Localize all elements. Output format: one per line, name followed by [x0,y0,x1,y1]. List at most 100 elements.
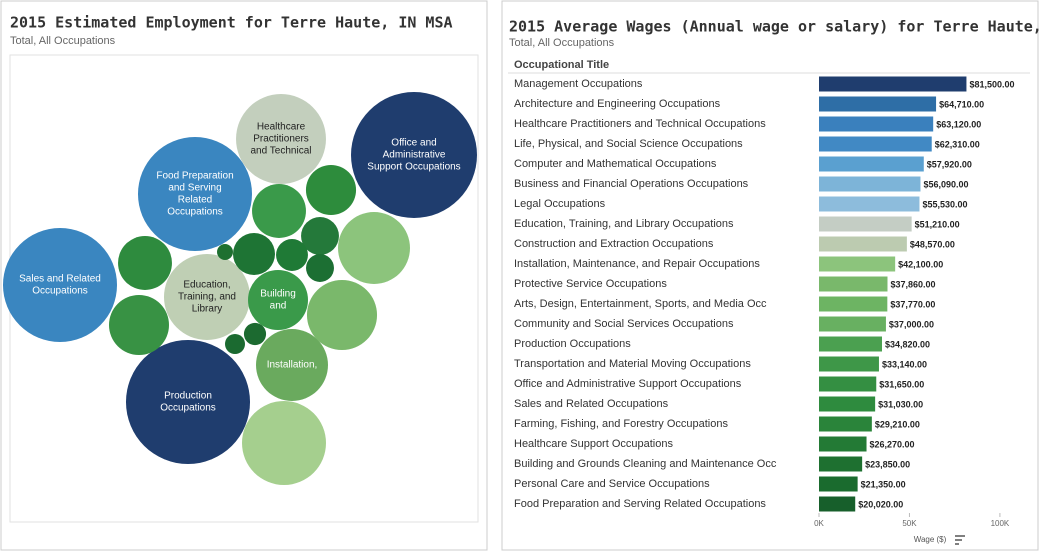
category-label: Personal Care and Service Occupations [514,478,710,490]
bar [819,256,896,272]
category-label: Legal Occupations [514,198,606,210]
value-label: $62,310.00 [935,139,980,149]
category-label: Production Occupations [514,338,631,350]
bubble [125,339,251,465]
bar [819,476,858,492]
value-label: $57,920.00 [927,159,972,169]
bubble-label: Practitioners [253,134,309,145]
category-label: Business and Financial Operations Occupa… [514,178,749,190]
bubble-label: and Serving [168,183,221,194]
value-label: $29,210.00 [875,419,920,429]
bubble-label: Sales and Related [19,274,101,285]
bubble [338,212,410,284]
bar [819,96,937,112]
value-label: $34,820.00 [885,339,930,349]
bubble-label: Healthcare [257,122,306,133]
bubble [109,295,169,355]
bubble-label: Support Occupations [367,162,460,173]
value-label: $55,530.00 [922,199,967,209]
bubble [256,329,328,401]
bubble-label: Food Preparation [156,171,233,182]
bar [819,356,879,372]
bar [819,416,872,432]
bubble-label: Occupations [32,286,88,297]
bubble [248,270,308,330]
value-label: $37,770.00 [890,299,935,309]
category-label: Farming, Fishing, and Forestry Occupatio… [514,418,728,430]
category-label: Community and Social Services Occupation… [514,318,734,330]
value-label: $42,100.00 [898,259,943,269]
value-label: $26,270.00 [870,439,915,449]
category-label: Food Preparation and Serving Related Occ… [514,498,766,510]
bubble [137,136,253,252]
bubble [236,94,326,184]
column-header: Occupational Title [514,59,609,71]
category-label: Computer and Mathematical Occupations [514,158,717,170]
value-label: $23,850.00 [865,459,910,469]
bubble-label: and Technical [251,146,312,157]
value-label: $20,020.00 [858,499,903,509]
right-panel [501,0,1039,551]
category-label: Healthcare Practitioners and Technical O… [514,118,766,130]
bar [819,336,882,352]
bubble-label: Occupations [167,207,223,218]
bar [819,376,877,392]
bubble [2,227,118,343]
bubble [301,217,339,255]
category-label: Building and Grounds Cleaning and Mainte… [514,458,777,470]
x-tick-label: 0K [814,519,824,528]
bubble [233,233,275,275]
bubble [252,184,306,238]
bubble [276,239,308,271]
bubble [243,322,267,346]
bubble-label: Library [192,304,223,315]
category-label: Protective Service Occupations [514,278,667,290]
bar [819,76,967,92]
bar [819,196,920,212]
x-tick-label: 100K [991,519,1010,528]
bar [819,436,867,452]
bar [819,156,924,172]
chart-title: 2015 Average Wages (Annual wage or salar… [509,18,1039,36]
category-label: Sales and Related Occupations [514,398,669,410]
category-label: Life, Physical, and Social Science Occup… [514,138,743,150]
bubble-label: Installation, [267,360,318,371]
bar [819,216,912,232]
bubble-label: Training, and [178,292,236,303]
bar [819,276,888,292]
bubble [306,254,334,282]
bubble-label: Education, [183,280,230,291]
category-label: Transportation and Material Moving Occup… [514,358,751,370]
bar [819,496,856,512]
bar [819,296,888,312]
chart-subtitle: Total, All Occupations [10,35,116,47]
category-label: Office and Administrative Support Occupa… [514,378,742,390]
value-label: $21,350.00 [861,479,906,489]
bar [819,396,876,412]
bubble [305,164,357,216]
value-label: $64,710.00 [939,99,984,109]
bubble [306,279,378,351]
bar [819,116,934,132]
bubble [242,401,326,485]
value-label: $81,500.00 [969,79,1014,89]
category-label: Management Occupations [514,78,643,90]
bar [819,136,932,152]
category-label: Architecture and Engineering Occupations [514,98,721,110]
bubble-label: and [270,301,287,312]
bar [819,316,886,332]
value-label: $31,650.00 [879,379,924,389]
category-label: Arts, Design, Entertainment, Sports, and… [514,298,767,310]
bubble [163,253,251,341]
bar [819,456,863,472]
value-label: $48,570.00 [910,239,955,249]
sort-icon[interactable] [955,535,965,545]
value-label: $37,000.00 [889,319,934,329]
value-label: $37,860.00 [890,279,935,289]
category-label: Education, Training, and Library Occupat… [514,218,734,230]
value-label: $51,210.00 [915,219,960,229]
chart-subtitle: Total, All Occupations [509,37,615,49]
x-axis-label: Wage ($) [914,535,947,544]
